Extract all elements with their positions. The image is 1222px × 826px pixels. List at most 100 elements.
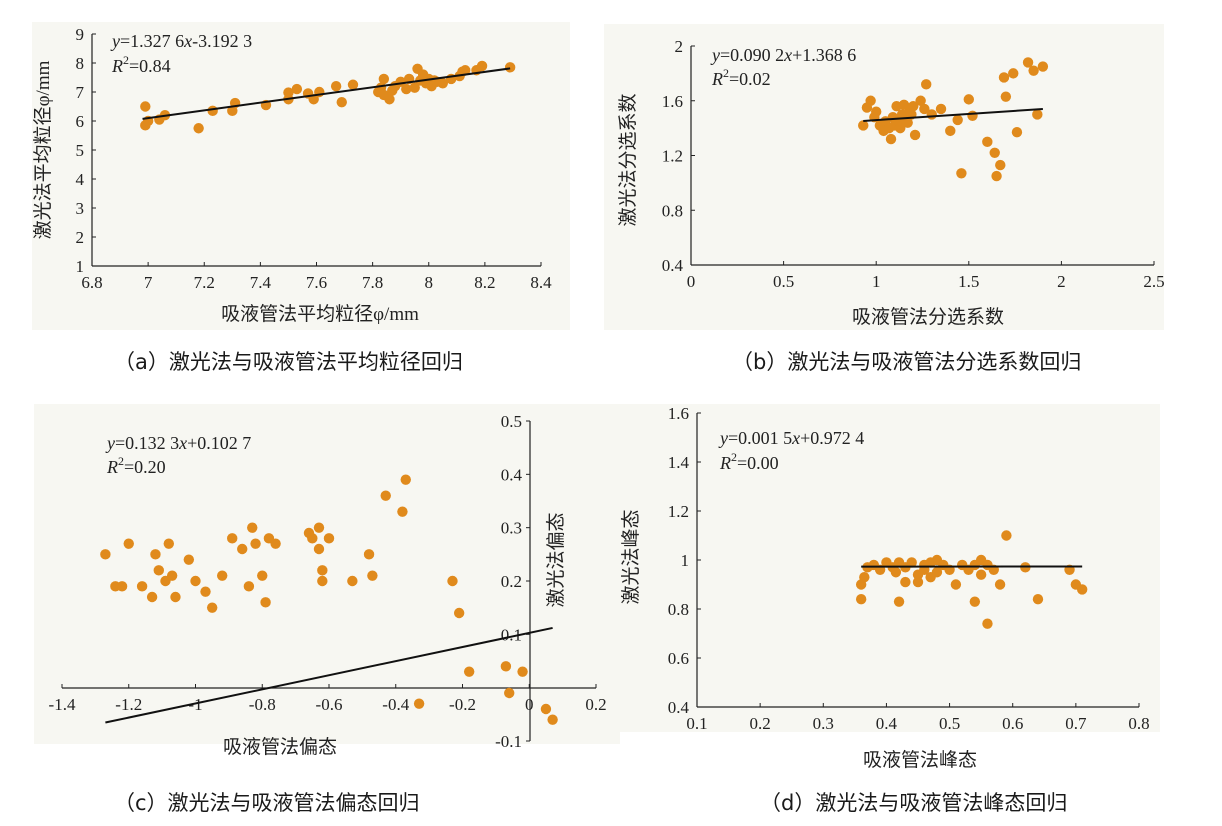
chart-a-mean-grain-size: 6.8 7 7.2 7.4 7.6 7.8 8 8.2 8.4 1 2 3 4 5 6 7 8 9 吸液管法平均粒径… bbox=[32, 25, 552, 325]
data-point-b bbox=[963, 94, 974, 105]
eq-y-c: y bbox=[105, 433, 115, 453]
data-point-c bbox=[517, 666, 528, 677]
data-point-c bbox=[100, 549, 111, 560]
eq-coef-a: =1.327 6 bbox=[120, 31, 184, 51]
data-point-b bbox=[956, 168, 967, 179]
data-point-a bbox=[227, 105, 238, 117]
data-point-b bbox=[967, 110, 978, 122]
eq-coef-b: =0.090 2 bbox=[720, 45, 784, 65]
data-point-b bbox=[982, 136, 993, 148]
data-point-c bbox=[217, 570, 228, 581]
eq-const-a: -3.192 3 bbox=[192, 31, 252, 51]
data-point-c bbox=[317, 565, 328, 576]
x-tick-label-a: 8.2 bbox=[474, 273, 495, 292]
eq-const-b: +1.368 6 bbox=[792, 45, 856, 65]
x-tick-label-c: 0 bbox=[525, 695, 534, 714]
data-point-a bbox=[347, 79, 359, 90]
x-tick-label-d: 0.5 bbox=[939, 714, 960, 733]
data-point-c bbox=[163, 538, 174, 549]
y-tick-label-a: 5 bbox=[76, 141, 85, 160]
chart-d-kurtosis: 0.1 0.2 0.3 0.4 0.5 0.6 0.7 0.8 0.4 0.6 0.8 1 1.2 1.4… bbox=[620, 404, 1150, 771]
data-point-b bbox=[926, 109, 937, 120]
data-point-d bbox=[994, 579, 1006, 590]
chart-b-sorting-coefficient: 0 0.5 1 1.5 2 2.5 0.4 0.8 1.2 1.6 2 吸液管法分选系数 激光法分选系数… bbox=[617, 37, 1165, 328]
data-point-c bbox=[463, 666, 475, 677]
eq-y-a: y bbox=[110, 31, 120, 51]
eq-y-b: y bbox=[710, 45, 720, 65]
data-point-b bbox=[995, 159, 1006, 171]
data-point-c bbox=[257, 570, 268, 581]
eq-const-d: +0.972 4 bbox=[800, 428, 864, 448]
y-tick-label-a: 4 bbox=[76, 170, 85, 189]
data-point-b bbox=[908, 101, 919, 112]
data-point-c bbox=[150, 549, 161, 560]
data-point-c bbox=[540, 703, 552, 715]
eq-coef-d: =0.001 5 bbox=[728, 428, 792, 448]
data-point-d bbox=[859, 571, 870, 583]
y-tick-label-c: 0.4 bbox=[501, 465, 523, 484]
data-point-d bbox=[969, 596, 981, 607]
equation-a: y=1.327 6x-3.192 3 bbox=[110, 31, 252, 51]
x-tick-label-d: 0.8 bbox=[1128, 714, 1149, 733]
data-point-b bbox=[1032, 109, 1043, 120]
x-tick-label-d: 0.6 bbox=[1002, 714, 1023, 733]
x-tick-label-c: -1.4 bbox=[49, 695, 76, 714]
y-tick-label-a: 3 bbox=[76, 199, 85, 218]
data-point-c bbox=[447, 575, 458, 587]
r2-superscript-a: 2 bbox=[123, 53, 129, 67]
data-point-d bbox=[982, 618, 993, 629]
x-tick-label-b: 1 bbox=[872, 272, 881, 291]
data-point-c bbox=[146, 591, 158, 603]
x-tick-label-c: -1 bbox=[188, 695, 202, 714]
r2-value-c: =0.20 bbox=[124, 457, 166, 477]
x-tick-label-a: 7.4 bbox=[250, 273, 272, 292]
x-tick-label-d: 0.3 bbox=[813, 714, 834, 733]
data-point-c bbox=[247, 522, 258, 533]
data-point-b bbox=[945, 125, 956, 137]
r2-superscript-c: 2 bbox=[118, 454, 124, 468]
data-point-c bbox=[116, 581, 128, 592]
data-point-d bbox=[893, 596, 905, 607]
x-tick-label-c: -0.4 bbox=[382, 695, 409, 714]
data-point-a bbox=[384, 94, 395, 105]
data-point-c bbox=[317, 575, 328, 587]
r2-superscript-b: 2 bbox=[723, 66, 729, 80]
y-tick-label-b: 0.4 bbox=[662, 256, 684, 275]
data-point-d bbox=[1076, 584, 1088, 595]
r2-symbol-b: R bbox=[711, 69, 723, 89]
x-tick-label-c: -1.2 bbox=[115, 695, 142, 714]
y-tick-label-d: 1.2 bbox=[668, 502, 689, 521]
y-tick-label-d: 0.6 bbox=[668, 649, 689, 668]
eq-coef-c: =0.132 3 bbox=[115, 433, 179, 453]
y-tick-label-d: 0.8 bbox=[668, 600, 689, 619]
data-point-a bbox=[330, 81, 342, 92]
x-tick-label-c: -0.2 bbox=[449, 695, 476, 714]
data-point-a bbox=[336, 96, 347, 108]
data-point-c bbox=[307, 533, 318, 544]
data-point-c bbox=[270, 538, 281, 549]
data-point-c bbox=[500, 661, 512, 672]
x-tick-label-b: 2.5 bbox=[1143, 272, 1164, 291]
y-tick-label-d: 1 bbox=[681, 551, 690, 570]
eq-y-d: y bbox=[718, 428, 728, 448]
data-point-d bbox=[855, 594, 867, 605]
equation-c: y=0.132 3x+0.102 7 bbox=[105, 433, 251, 453]
data-point-a bbox=[476, 60, 488, 72]
data-point-d bbox=[1032, 594, 1044, 605]
r-squared-a: R2=0.84 bbox=[111, 53, 171, 76]
x-tick-label-b: 2 bbox=[1057, 272, 1066, 291]
data-point-b bbox=[1028, 65, 1039, 76]
data-point-c bbox=[237, 543, 248, 555]
data-point-c bbox=[363, 549, 375, 560]
data-point-c bbox=[250, 538, 261, 549]
data-point-d bbox=[890, 567, 902, 578]
data-point-c bbox=[190, 575, 201, 587]
data-point-d bbox=[931, 567, 943, 578]
r-squared-d: R2=0.00 bbox=[719, 450, 779, 473]
r2-value-a: =0.84 bbox=[129, 56, 171, 76]
data-point-c bbox=[243, 581, 255, 592]
y-tick-label-c: 0.2 bbox=[501, 572, 522, 591]
fit-line-b bbox=[863, 107, 1043, 122]
data-point-a bbox=[504, 62, 516, 73]
y-tick-label-b: 2 bbox=[675, 37, 684, 56]
